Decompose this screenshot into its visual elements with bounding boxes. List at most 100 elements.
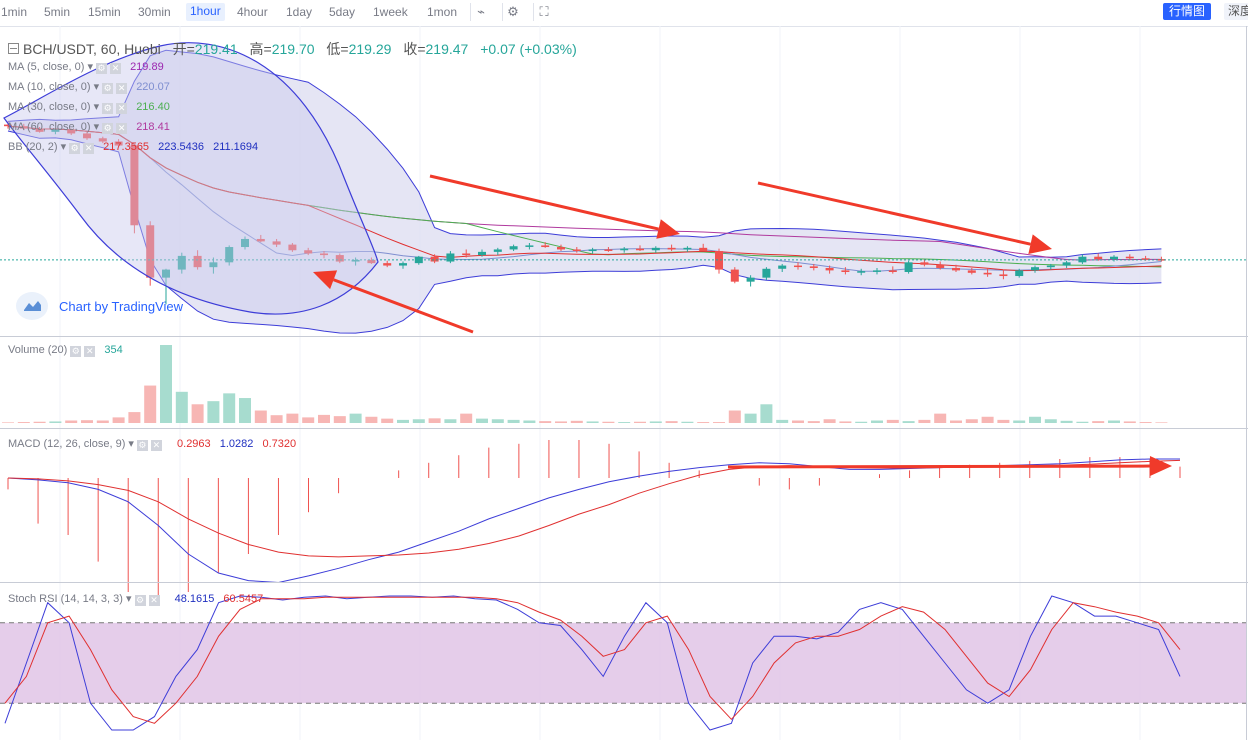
candle (730, 269, 739, 282)
close-icon[interactable]: ✕ (116, 103, 128, 114)
tf-4hour[interactable]: 4hour (237, 5, 268, 19)
volume-bar (792, 420, 804, 423)
candle (904, 262, 913, 272)
close-icon[interactable]: ✕ (116, 123, 128, 134)
volume-bar (302, 417, 315, 423)
settings-icon[interactable]: ⚙ (102, 83, 114, 94)
legend-ma10[interactable]: MA (10, close, 0) ▾ ⚙ ✕ 220.07 (8, 81, 170, 94)
candle (67, 129, 76, 134)
volume-bar (1076, 421, 1089, 423)
symbol-header: BCH/USDT, 60, Huobi 开=219.41 高=219.70 低=… (8, 39, 577, 59)
tf-30min[interactable]: 30min (138, 5, 171, 19)
tf-15min[interactable]: 15min (88, 5, 121, 19)
low-value: 219.29 (348, 41, 392, 57)
pane-divider[interactable] (0, 336, 1248, 337)
tf-1mon[interactable]: 1mon (427, 5, 458, 19)
settings-icon[interactable]: ⚙ (134, 595, 146, 606)
close-icon[interactable]: ✕ (116, 83, 128, 94)
volume-bar (807, 421, 820, 423)
volume-bar (160, 345, 172, 423)
settings-icon[interactable]: ⚙ (502, 3, 523, 21)
candle (114, 141, 123, 146)
tf-1hour[interactable]: 1hour (186, 3, 225, 21)
volume-bar (618, 422, 631, 423)
arrow-annotation-head (313, 270, 338, 290)
close-icon[interactable]: ✕ (150, 440, 162, 451)
depth-button[interactable]: 深度 (1224, 3, 1248, 20)
candle (1110, 256, 1118, 260)
fullscreen-icon[interactable]: ⛶ (533, 3, 554, 21)
pane-divider[interactable] (0, 582, 1248, 583)
candle (1015, 270, 1024, 277)
volume-bar (665, 421, 678, 423)
volume-bar (65, 420, 78, 423)
arrow-annotation-shaft (429, 174, 659, 231)
tf-1min[interactable]: 1min (1, 5, 28, 19)
timeframe-toolbar: 1min 5min 15min 30min 1hour 4hour 1day 5… (0, 0, 1248, 27)
volume-bar (128, 412, 141, 423)
candle (888, 270, 897, 272)
candle (667, 247, 676, 250)
close-value: 219.47 (425, 41, 469, 57)
settings-icon[interactable]: ⚙ (136, 440, 148, 451)
volume-bar (254, 410, 267, 423)
chart-type-icon[interactable]: ⌁ (470, 3, 491, 21)
volume-bar (507, 419, 520, 423)
macd-line (7, 458, 1180, 584)
candle (762, 268, 771, 278)
candle (193, 255, 202, 268)
close-icon[interactable]: ✕ (148, 595, 160, 606)
tf-5day[interactable]: 5day (329, 5, 356, 19)
settings-icon[interactable]: ⚙ (102, 123, 114, 134)
volume-bar (1092, 421, 1105, 423)
volume-bar (365, 416, 378, 423)
market-chart-button[interactable]: 行情图 (1163, 3, 1211, 20)
close-icon[interactable]: ✕ (83, 143, 95, 154)
candle (493, 249, 502, 252)
volume-bar (476, 418, 488, 423)
legend-volume[interactable]: Volume (20) ⚙ ✕ 354 (8, 344, 123, 357)
settings-icon[interactable]: ⚙ (102, 103, 114, 114)
legend-ma60[interactable]: MA (60, close, 0) ▾ ⚙ ✕ 218.41 (8, 121, 170, 134)
legend-bb[interactable]: BB (20, 2) ▾ ⚙ ✕ 217.3565 223.5436 211.169… (8, 141, 259, 154)
candle (857, 271, 866, 273)
candle (478, 251, 486, 256)
close-icon[interactable]: ✕ (110, 63, 121, 74)
candle (715, 251, 723, 270)
open-value: 219.41 (194, 41, 238, 57)
volume-bar (1155, 422, 1168, 423)
tf-1week[interactable]: 1week (373, 5, 408, 19)
volume-bar (539, 421, 552, 423)
candle (557, 247, 565, 250)
volume-bar (286, 413, 299, 423)
pane-divider[interactable] (0, 428, 1248, 429)
tradingview-watermark[interactable]: Chart by TradingView (59, 299, 184, 314)
close-icon[interactable]: ✕ (84, 346, 96, 357)
candle (572, 249, 581, 252)
tf-1day[interactable]: 1day (286, 5, 313, 19)
volume-bar (428, 418, 441, 423)
legend-ma30[interactable]: MA (30, close, 0) ▾ ⚙ ✕ 216.40 (8, 101, 170, 114)
volume-bar (223, 393, 236, 423)
volume-bar (112, 417, 125, 423)
candle (241, 238, 249, 248)
legend-macd[interactable]: MACD (12, 26, close, 9) ▾ ⚙ ✕ 0.2963 1.028… (8, 438, 297, 451)
legend-ma5[interactable]: MA (5, close, 0) ▾ ⚙ ✕ 219.89 (8, 61, 164, 74)
candle (288, 244, 297, 251)
tf-5min[interactable]: 5min (44, 5, 71, 19)
volume-bar (950, 420, 962, 423)
volume-bar (744, 413, 757, 423)
candle (841, 270, 850, 272)
settings-icon[interactable]: ⚙ (69, 143, 81, 154)
settings-icon[interactable]: ⚙ (70, 346, 82, 357)
settings-icon[interactable]: ⚙ (96, 63, 107, 74)
volume-bar (381, 418, 394, 423)
volume-bar (586, 421, 599, 423)
volume-bar (555, 421, 567, 423)
volume-bar (839, 421, 852, 423)
collapse-icon[interactable] (8, 43, 19, 54)
candle (399, 263, 407, 266)
legend-stoch-rsi[interactable]: Stoch RSI (14, 14, 3, 3) ▾ ⚙ ✕ 48.1615 60.… (8, 593, 264, 606)
candle (304, 250, 313, 254)
